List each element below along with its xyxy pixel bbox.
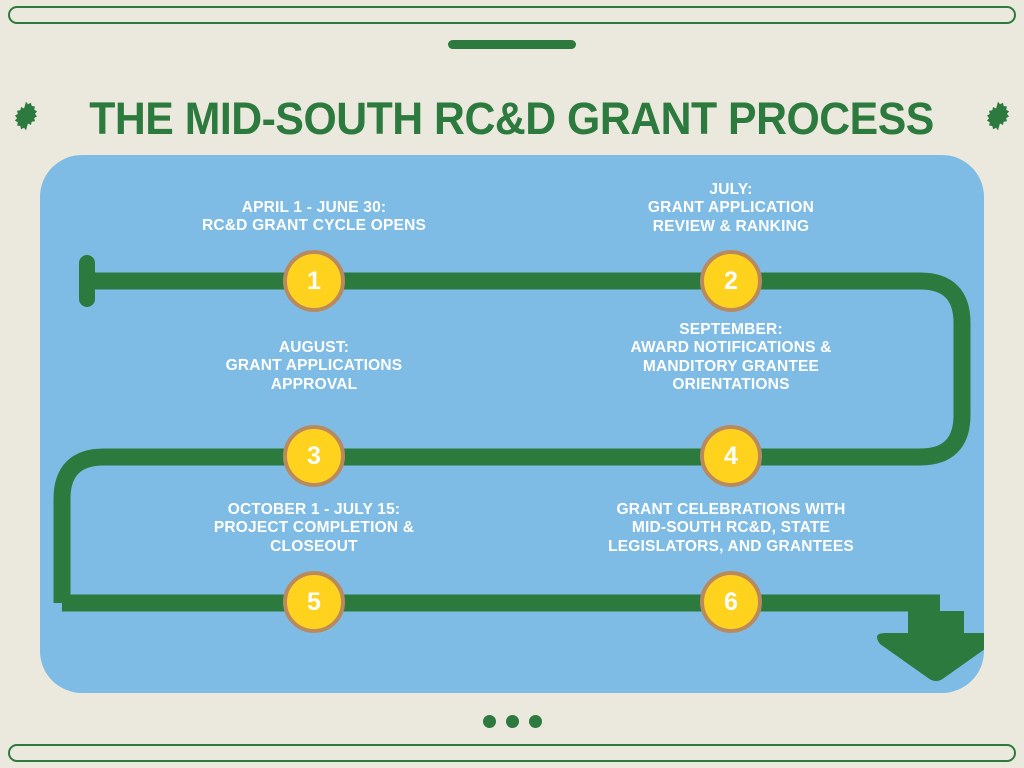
step-caption-5: OCTOBER 1 - JULY 15: PROJECT COMPLETION … (213, 501, 415, 555)
step-node-5[interactable]: 5 (283, 571, 345, 633)
page-frame-top (8, 6, 1016, 24)
step-caption-3: AUGUST: GRANT APPLICATIONS APPROVAL (225, 339, 403, 393)
step-node-3[interactable]: 3 (283, 425, 345, 487)
step-number-5: 5 (307, 587, 321, 616)
footer-dot (528, 715, 542, 728)
footer-dot (505, 715, 519, 728)
line-start-cap (79, 255, 95, 307)
starburst-icon-right (983, 101, 1013, 136)
title-rule (448, 40, 576, 49)
step-number-3: 3 (307, 441, 321, 470)
step-caption-4: SEPTEMBER: AWARD NOTIFICATIONS & MANDITO… (630, 321, 832, 393)
step-number-4: 4 (724, 441, 738, 470)
down-arrow-icon (876, 611, 984, 681)
step-caption-6: GRANT CELEBRATIONS WITH MID-SOUTH RC&D, … (608, 501, 854, 555)
step-caption-2: JULY: GRANT APPLICATION REVIEW & RANKING (647, 181, 815, 235)
step-number-2: 2 (724, 266, 738, 295)
step-node-6[interactable]: 6 (700, 571, 762, 633)
page-title: THE MID-SOUTH RC&D GRANT PROCESS (89, 93, 935, 145)
step-node-2[interactable]: 2 (700, 250, 762, 312)
step-number-1: 1 (307, 266, 321, 295)
flow-path (53, 255, 984, 681)
page-frame-bottom (8, 744, 1016, 762)
step-node-1[interactable]: 1 (283, 250, 345, 312)
footer-dot (482, 715, 496, 728)
footer-dots (0, 715, 1024, 728)
step-node-4[interactable]: 4 (700, 425, 762, 487)
step-number-6: 6 (724, 587, 738, 616)
step-caption-1: APRIL 1 - JUNE 30: RC&D GRANT CYCLE OPEN… (202, 199, 426, 235)
header: THE MID-SOUTH RC&D GRANT PROCESS (0, 66, 1024, 171)
starburst-icon-left (11, 101, 41, 136)
